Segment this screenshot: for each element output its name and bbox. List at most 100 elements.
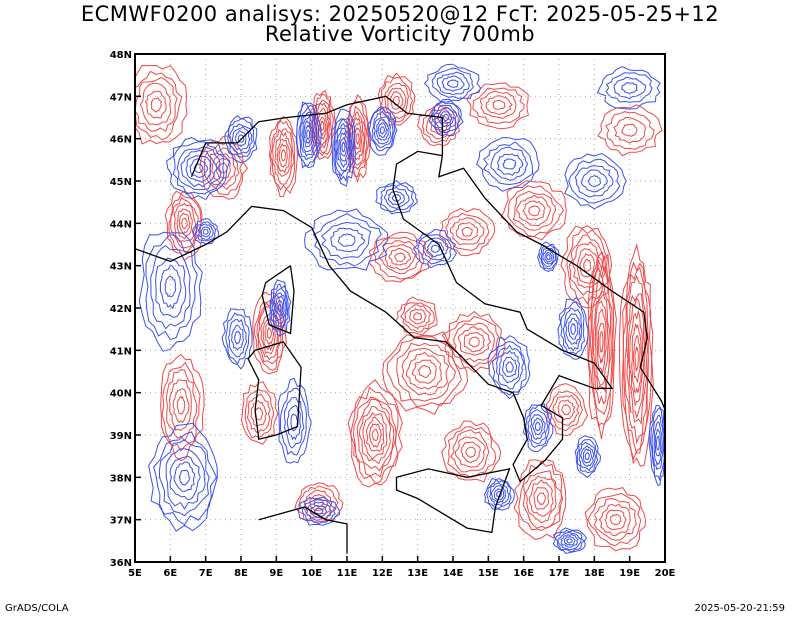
negative-vorticity-contour xyxy=(331,108,356,187)
negative-vorticity-contour xyxy=(587,175,602,188)
positive-vorticity-contour xyxy=(454,436,486,468)
negative-vorticity-contour xyxy=(412,228,458,269)
positive-vorticity-contour xyxy=(584,487,647,552)
lon-tick-label: 9E xyxy=(269,568,283,579)
negative-vorticity-contour xyxy=(544,252,553,263)
negative-vorticity-contour xyxy=(542,249,555,265)
negative-vorticity-contour xyxy=(534,421,541,432)
negative-vorticity-contour xyxy=(295,101,322,169)
negative-vorticity-contour xyxy=(375,119,390,141)
lat-tick-label: 43N xyxy=(110,262,132,273)
lat-tick-label: 47N xyxy=(110,92,132,103)
lat-tick-label: 39N xyxy=(110,431,132,442)
negative-vorticity-contour xyxy=(391,193,402,202)
positive-vorticity-contour xyxy=(512,190,557,231)
lat-tick-label: 46N xyxy=(110,135,132,146)
negative-vorticity-contour xyxy=(166,137,231,201)
lat-tick-label: 37N xyxy=(110,516,132,527)
positive-vorticity-contour xyxy=(522,470,562,529)
positive-vorticity-contour xyxy=(632,335,641,383)
negative-vorticity-contour xyxy=(200,226,212,238)
negative-vorticity-contour xyxy=(193,163,204,174)
negative-vorticity-contour xyxy=(379,126,386,135)
negative-vorticity-contour xyxy=(221,308,253,370)
positive-vorticity-contour xyxy=(411,359,437,384)
negative-vorticity-contour xyxy=(582,448,593,464)
positive-vorticity-contour xyxy=(150,97,162,113)
negative-vorticity-contour xyxy=(430,244,441,253)
positive-vorticity-contour xyxy=(472,87,525,125)
positive-vorticity-contour xyxy=(528,479,554,517)
positive-vorticity-contour xyxy=(396,342,457,402)
positive-vorticity-contour xyxy=(587,251,617,440)
lon-tick-label: 14E xyxy=(443,568,464,579)
positive-vorticity-contour xyxy=(244,389,275,439)
positive-vorticity-contour xyxy=(280,148,286,162)
positive-vorticity-contour xyxy=(453,322,495,363)
negative-vorticity-contour xyxy=(298,106,318,161)
positive-vorticity-contour xyxy=(599,330,604,353)
negative-vorticity-contour xyxy=(165,448,206,510)
positive-vorticity-contour xyxy=(392,95,401,106)
positive-vorticity-contour xyxy=(447,426,497,479)
negative-vorticity-contour xyxy=(563,536,576,546)
positive-vorticity-contour xyxy=(144,90,167,119)
positive-vorticity-contour xyxy=(262,317,276,351)
positive-vorticity-contour xyxy=(362,412,388,460)
negative-vorticity-contour xyxy=(498,350,521,384)
positive-vorticity-contour xyxy=(629,309,645,406)
coastlines xyxy=(135,95,665,554)
negative-vorticity-contour xyxy=(620,82,638,94)
positive-vorticity-contour xyxy=(625,293,648,426)
negative-vorticity-contour xyxy=(277,302,282,313)
negative-vorticity-contour xyxy=(487,335,531,400)
positive-vorticity-contour xyxy=(439,207,496,257)
negative-vorticity-contour xyxy=(164,275,177,298)
negative-vorticity-contour xyxy=(502,356,518,377)
footer-timestamp: 2025-05-20-21:59 xyxy=(694,603,785,614)
negative-vorticity-contour xyxy=(276,299,284,316)
negative-vorticity-contour xyxy=(560,533,579,548)
lon-tick-label: 17E xyxy=(549,568,570,579)
negative-vorticity-contour xyxy=(422,237,449,261)
positive-vorticity-contour xyxy=(165,369,198,442)
negative-vorticity-contour xyxy=(565,313,582,345)
positive-vorticity-contour xyxy=(445,212,490,251)
negative-vorticity-contour xyxy=(536,241,560,273)
negative-vorticity-contour xyxy=(442,113,450,122)
positive-vorticity-contour xyxy=(266,327,272,340)
positive-vorticity-contour xyxy=(211,153,237,185)
positive-vorticity-contour xyxy=(441,420,502,483)
positive-vorticity-contour xyxy=(460,441,481,464)
positive-vorticity-contour xyxy=(533,486,550,510)
negative-vorticity-contour xyxy=(387,190,405,206)
lon-tick-label: 20E xyxy=(655,568,676,579)
positive-vorticity-contour xyxy=(394,252,407,263)
negative-vorticity-contour xyxy=(655,435,660,451)
negative-vorticity-contour xyxy=(303,119,313,148)
positive-vorticity-contour xyxy=(492,100,506,110)
negative-vorticity-contour xyxy=(564,152,627,210)
negative-vorticity-contour xyxy=(273,292,287,324)
positive-vorticity-contour xyxy=(276,138,291,174)
tunisia-coast-outline xyxy=(258,506,348,554)
negative-vorticity-contour xyxy=(417,234,452,265)
positive-vorticity-contour xyxy=(596,309,607,374)
positive-vorticity-contour xyxy=(593,497,637,541)
positive-vorticity-contour xyxy=(268,115,298,198)
positive-vorticity-contour xyxy=(313,102,331,150)
positive-vorticity-contour xyxy=(518,460,564,531)
negative-vorticity-contour xyxy=(554,529,586,553)
positive-vorticity-contour xyxy=(631,323,643,395)
positive-vorticity-contour xyxy=(591,277,612,405)
positive-vorticity-contour xyxy=(356,398,395,472)
negative-vorticity-contour xyxy=(159,264,182,310)
positive-vorticity-contour xyxy=(358,405,392,465)
negative-vorticity-contour xyxy=(158,439,210,517)
positive-vorticity-contour xyxy=(368,423,382,448)
lat-tick-label: 41N xyxy=(110,346,132,357)
negative-vorticity-contour xyxy=(271,288,288,328)
positive-vorticity-contour xyxy=(566,227,609,305)
negative-vorticity-contour xyxy=(304,208,389,271)
